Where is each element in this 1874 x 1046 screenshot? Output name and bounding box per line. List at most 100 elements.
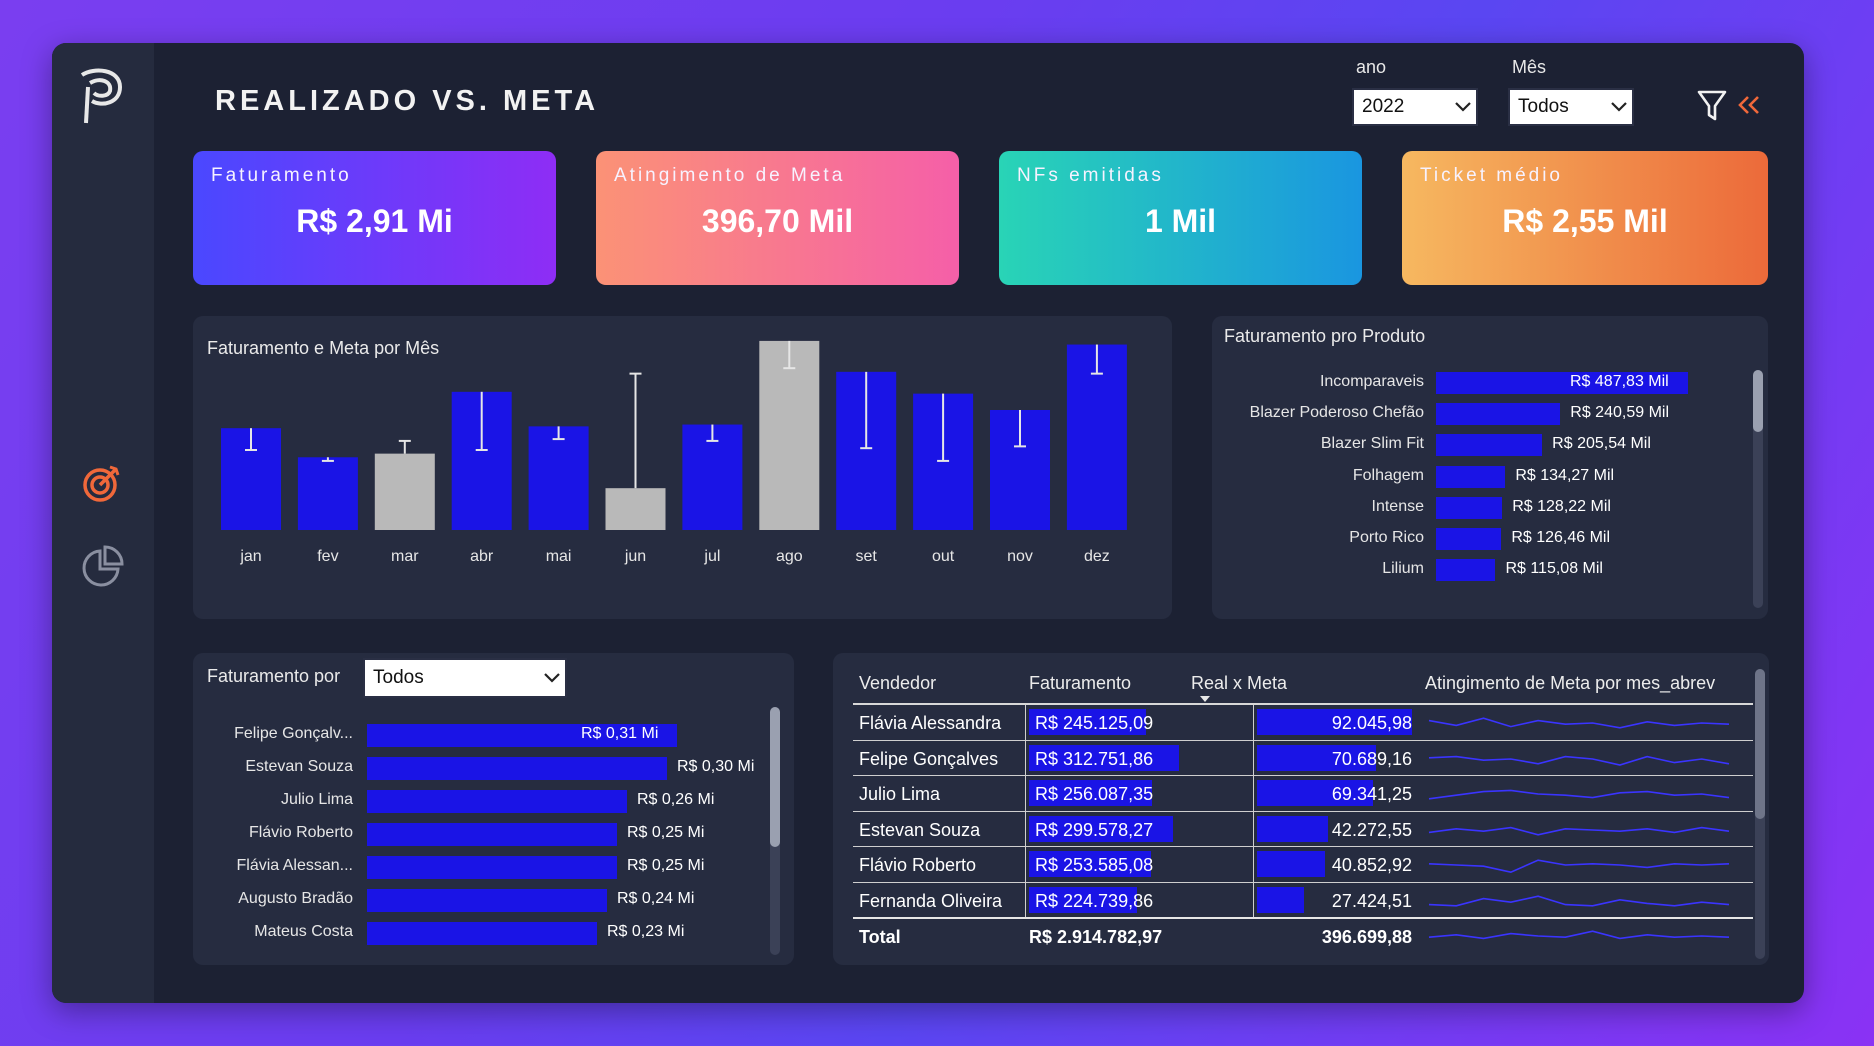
data-label: R$ 115,08 Mil (1505, 560, 1603, 578)
chart-panel-faturamento-por: Faturamento por Todos Felipe Gonçalv... R… (193, 653, 794, 965)
x-tick-label: abr (470, 548, 494, 565)
faturamento-por-dropdown[interactable]: Todos (363, 658, 567, 698)
bar-category-label: Blazer Slim Fit (1320, 435, 1424, 453)
target-icon[interactable] (80, 461, 124, 505)
table-scrollbar[interactable] (1755, 669, 1765, 959)
column-header: Atingimento de Meta por mes_abrev (1425, 673, 1716, 693)
bar (367, 856, 617, 879)
table-row[interactable]: Estevan Souza R$ 299.578,27 42.272,55 (853, 811, 1753, 847)
sparkline-path (1428, 859, 1730, 874)
bar-category-label: Augusto Bradão (238, 890, 353, 907)
faturamento-bar (1029, 886, 1137, 913)
column-header: Real x Meta (1191, 673, 1288, 693)
filter-funnel-icon[interactable] (1696, 89, 1730, 125)
sparkline-path (1428, 894, 1730, 907)
kpi-label: NFs emitidas (1017, 165, 1164, 186)
filter-ano-dropdown[interactable]: 2022 (1352, 88, 1478, 126)
cell-real-meta: 92.045,98 (1331, 713, 1412, 733)
chevron-down-icon (539, 660, 565, 696)
bar-faturamento-dez[interactable] (1066, 344, 1127, 530)
product-bar-chart: Incomparaveis R$ 487,83 Mil Blazer Poderos… (1212, 316, 1768, 619)
cell-total-faturamento: R$ 2.914.782,97 (1029, 927, 1163, 947)
cell-divider (1253, 882, 1254, 918)
bar-category-label: Incomparaveis (1319, 373, 1424, 390)
bar-category-label: Felipe Gonçalv... (234, 725, 353, 742)
data-label: R$ 126,46 Mil (1511, 529, 1611, 546)
data-label: R$ 0,31 Mi (581, 725, 659, 742)
page-title: REALIZADO VS. META (215, 85, 600, 117)
row-divider (853, 775, 1753, 776)
cell-real-meta: 42.272,55 (1331, 819, 1412, 840)
bar-faturamento-mar[interactable] (374, 453, 435, 530)
bar-faturamento-fev[interactable] (297, 457, 358, 530)
faturamento-bar (1029, 815, 1173, 842)
table-row[interactable]: Fernanda Oliveira R$ 224.739,86 27.424,51 (853, 882, 1753, 918)
data-label: R$ 0,25 Mi (627, 824, 705, 841)
sidebar (52, 43, 154, 1003)
bar (1436, 434, 1543, 457)
bar-faturamento-jun[interactable] (605, 488, 666, 530)
sparkline-path (1428, 755, 1730, 766)
scrollbar-thumb[interactable] (1755, 669, 1765, 819)
chart-title: Faturamento por (207, 666, 341, 686)
x-tick-label: jan (239, 548, 261, 565)
collapse-double-chevron-icon[interactable] (1736, 95, 1762, 115)
x-tick-label: mar (391, 548, 419, 565)
sparkline (1428, 717, 1730, 729)
product-scrollbar[interactable] (1753, 370, 1763, 608)
kpi-card-nfs-emitidas: NFs emitidas 1 Mil (999, 151, 1362, 285)
monthly-bar-chart: jan fev mar abr mai jun jul ago set out nov dez (221, 340, 1127, 565)
brand-logo-icon (80, 68, 123, 124)
bar (367, 922, 597, 945)
scrollbar-thumb[interactable] (770, 707, 780, 847)
real-meta-bar (1257, 780, 1374, 806)
data-label: R$ 0,30 Mi (677, 758, 755, 775)
seller-scrollbar[interactable] (770, 707, 780, 955)
table-row[interactable]: Julio Lima R$ 256.087,35 69.341,25 (853, 776, 1753, 812)
cell-faturamento: R$ 224.739,86 (1035, 890, 1154, 911)
filter-mes-dropdown[interactable]: Todos (1508, 88, 1634, 126)
row-divider (853, 810, 1753, 812)
x-tick-label: mai (546, 548, 572, 565)
bar (1436, 559, 1496, 582)
bar-category-label: Mateus Costa (254, 923, 353, 940)
bar-faturamento-mai[interactable] (528, 426, 589, 530)
bar (367, 823, 617, 846)
x-tick-label: jun (624, 548, 646, 565)
table-row[interactable]: Flávia Alessandra R$ 245.125,09 92.045,98 (853, 705, 1753, 741)
kpi-card-ticket-medio: Ticket médio R$ 2,55 Mil (1402, 151, 1768, 285)
cell-faturamento: R$ 299.578,27 (1035, 819, 1154, 840)
sparkline-path (1428, 826, 1730, 836)
pie-chart-icon[interactable] (80, 545, 124, 589)
sparkline (1428, 930, 1730, 940)
data-label: R$ 0,23 Mi (607, 923, 685, 940)
bar-category-label: Flávio Roberto (248, 824, 353, 841)
kpi-value: 1 Mil (1144, 203, 1217, 239)
cell-real-meta: 27.424,51 (1331, 890, 1412, 911)
sort-desc-icon[interactable] (1199, 695, 1211, 703)
bar-category-label: Flávia Alessan... (236, 857, 354, 874)
cell-faturamento: R$ 253.585,08 (1035, 855, 1154, 875)
row-divider (853, 846, 1753, 847)
total-divider (853, 917, 1753, 919)
scrollbar-thumb[interactable] (1753, 370, 1763, 432)
sparkline (1428, 789, 1730, 800)
cell-vendedor: Julio Lima (859, 784, 941, 804)
data-label: R$ 0,24 Mi (617, 890, 695, 907)
bar-faturamento-ago[interactable] (759, 340, 820, 530)
faturamento-bar (1029, 780, 1152, 806)
table-row[interactable]: Felipe Gonçalves R$ 312.751,86 70.689,16 (853, 740, 1753, 776)
table-row[interactable]: Flávio Roberto R$ 253.585,08 40.852,92 (853, 847, 1753, 883)
sparkline (1428, 894, 1730, 907)
bar-faturamento-jul[interactable] (682, 424, 743, 530)
data-label: R$ 0,25 Mi (627, 857, 705, 874)
bar-category-label: Folhagem (1352, 466, 1424, 484)
chart-panel-faturamento-produto: Faturamento pro Produto Incomparaveis R$ … (1212, 316, 1768, 619)
bar-category-label: Porto Rico (1349, 529, 1424, 546)
cell-vendedor: Flávia Alessandra (859, 713, 1002, 733)
bar-category-label: Estevan Souza (245, 758, 353, 775)
x-tick-label: out (932, 548, 955, 565)
filter-ano-label: ano (1356, 57, 1387, 77)
cell-real-meta: 69.341,25 (1331, 784, 1412, 804)
column-header: Faturamento (1029, 673, 1132, 693)
